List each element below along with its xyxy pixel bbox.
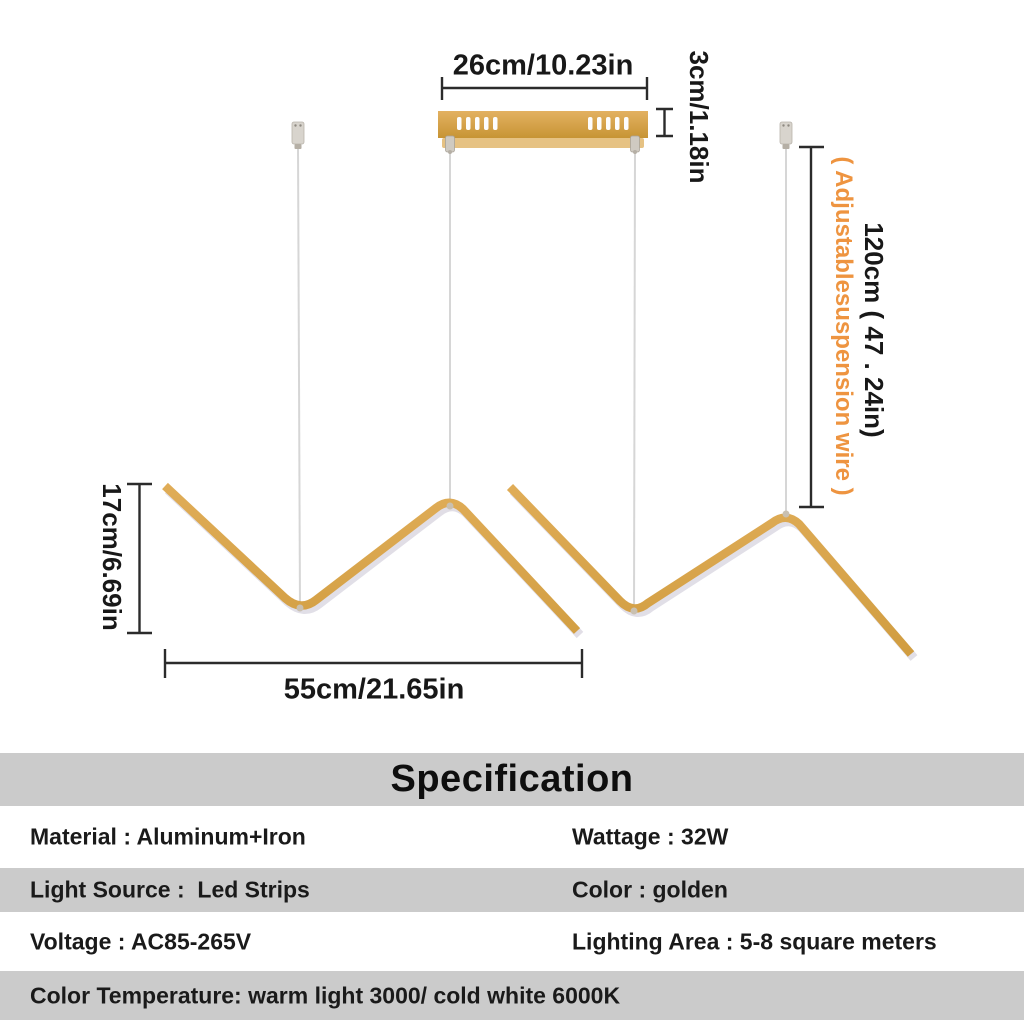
dimension-label-canopy-width: 26cm/10.23in	[452, 49, 634, 82]
spec-cell-material: Material : Aluminum+Iron	[30, 823, 306, 850]
suspension-wires	[297, 144, 787, 613]
dimension-label-suspension-length: 120cm ( 47 . 24in)	[859, 222, 889, 438]
spec-cell-voltage: Voltage : AC85-265V	[30, 928, 252, 954]
spec-row-color-temperature: Color Temperature: warm light 3000/ cold…	[0, 971, 1024, 1020]
suspension-wire	[297, 144, 301, 610]
dimension-label-canopy-height: 3cm/1.18in	[684, 50, 714, 184]
spec-row-lightsource-color: Light Source : Led Strips Color : golden	[0, 868, 1024, 912]
canopy-wire-hangers	[445, 135, 640, 154]
dimension-line-suspension-length	[799, 145, 824, 509]
spec-header: Specification	[0, 753, 1024, 806]
spec-row-material-wattage: Material : Aluminum+Iron Wattage : 32W	[0, 806, 1024, 868]
dimension-line-fixture-height	[127, 482, 152, 635]
spec-row-voltage-area: Voltage : AC85-265V Lighting Area : 5-8 …	[0, 912, 1024, 971]
dimension-label-fixture-width: 55cm/21.65in	[283, 673, 465, 706]
pendant-light-diagram	[127, 77, 918, 678]
ceiling-canopy	[438, 111, 648, 154]
spec-cell-light-source: Light Source : Led Strips	[30, 876, 310, 903]
wire-attachment-fittings	[296, 502, 790, 615]
spec-title: Specification	[390, 758, 634, 800]
dimension-label-suspension-note: ( Adjustablesuspension wire )	[830, 156, 857, 496]
dimension-line-canopy-height	[656, 107, 673, 138]
spec-cell-wattage: Wattage : 32W	[572, 823, 729, 850]
dimension-line-canopy-width	[440, 77, 649, 100]
suspension-wire	[633, 149, 636, 613]
led-strip-right	[506, 484, 915, 657]
spec-cell-color: Color : golden	[572, 876, 728, 903]
dimension-label-fixture-height: 17cm/6.69in	[97, 483, 127, 631]
led-strip-left	[162, 482, 581, 634]
canopy-vent-slots	[457, 117, 629, 130]
ceiling-connector-right	[779, 121, 793, 149]
spec-cell-color-temperature: Color Temperature: warm light 3000/ cold…	[30, 982, 621, 1008]
spec-cell-lighting-area: Lighting Area : 5-8 square meters	[572, 928, 937, 954]
ceiling-connector-left	[291, 121, 305, 149]
dimension-line-fixture-width	[163, 649, 584, 678]
